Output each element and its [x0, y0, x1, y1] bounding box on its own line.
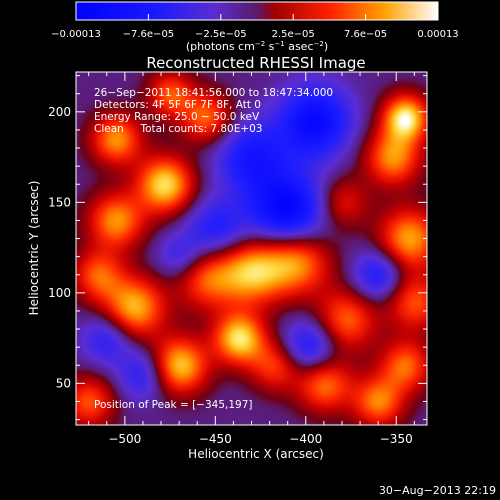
- colorbar-tick-label: 7.6e−05: [344, 29, 387, 40]
- y-axis-ticks: 50 100 150 200: [48, 75, 427, 421]
- x-tick-label: −350: [380, 432, 413, 446]
- colorbar-ticks: [75, 14, 439, 20]
- annotation-detectors: Detectors: 4F 5F 6F 7F 8F, Att 0: [94, 99, 261, 111]
- y-tick-label: 200: [48, 105, 71, 119]
- footer-timestamp: 30−Aug−2013 22:19: [379, 484, 496, 497]
- x-axis-ticks: −500 −450 −400 −350: [88, 72, 415, 446]
- x-tick-label: −500: [108, 432, 141, 446]
- colorbar-tick-label: −7.6e−05: [123, 29, 175, 40]
- chart-title: Reconstructed RHESSI Image: [146, 54, 365, 72]
- colorbar: [75, 1, 439, 21]
- plot-area: −500 −450 −400 −350 50 100 150 200: [48, 71, 428, 446]
- y-tick-label: 100: [48, 286, 71, 300]
- colorbar-tick-label: −2.5e−05: [195, 29, 247, 40]
- x-tick-label: −450: [199, 432, 232, 446]
- y-axis-label: Heliocentric Y (arcsec): [27, 181, 41, 316]
- x-tick-label: −400: [289, 432, 322, 446]
- y-tick-label: 150: [48, 195, 71, 209]
- peak-position-label: Position of Peak = [−345,197]: [94, 399, 253, 411]
- colorbar-tick-label: 0.00013: [417, 29, 458, 40]
- x-axis-label: Heliocentric X (arcsec): [188, 447, 324, 461]
- annotation-clean-counts: Clean Total counts: 7.80E+03: [94, 123, 263, 135]
- annotation-time-range: 26−Sep−2011 18:41:56.000 to 18:47:34.000: [94, 87, 333, 99]
- y-tick-label: 50: [56, 376, 71, 390]
- colorbar-tick-labels: −0.00013 −7.6e−05 −2.5e−05 2.5e−05 7.6e−05 0.…: [51, 29, 459, 40]
- heatmap-image: [76, 72, 427, 425]
- colorbar-tick-label: −0.00013: [51, 29, 101, 40]
- colorbar-units: (photons cm−2 s−1 asec−2): [186, 40, 328, 53]
- annotation-energy-range: Energy Range: 25.0 − 50.0 keV: [94, 111, 260, 123]
- colorbar-tick-label: 2.5e−05: [272, 29, 315, 40]
